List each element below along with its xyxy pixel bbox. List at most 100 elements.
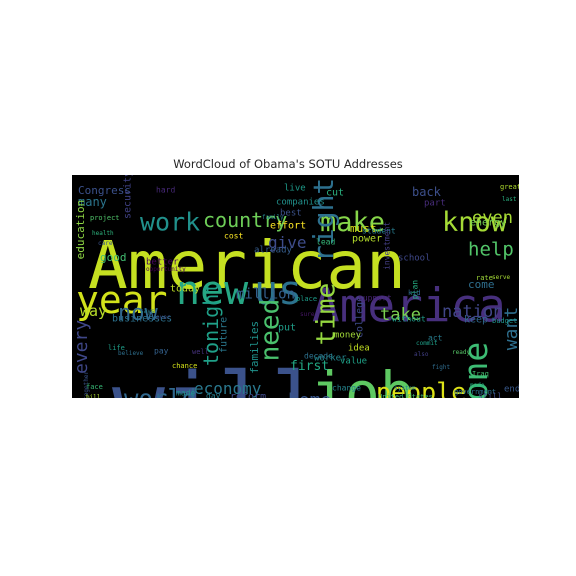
word-effort: effort xyxy=(270,220,306,231)
word-give: give xyxy=(268,233,307,252)
word-one: one xyxy=(456,342,495,398)
word-keep: keep xyxy=(464,314,488,325)
word-families: families xyxy=(248,321,261,374)
word-bill: bill xyxy=(86,394,101,398)
word-today: today xyxy=(170,283,200,294)
word-pay: pay xyxy=(154,347,169,356)
word-value: value xyxy=(340,357,367,367)
word-come: come xyxy=(468,278,495,291)
word-businesses: businesses xyxy=(112,313,172,324)
word-energy: energy xyxy=(470,217,506,228)
word-education: education xyxy=(74,200,87,260)
word-great: great xyxy=(500,183,519,191)
word-plan: plan xyxy=(411,280,420,299)
word-first: first xyxy=(290,359,329,374)
word-decade: decade xyxy=(304,352,333,361)
word-right: right xyxy=(307,178,340,262)
word-school: school xyxy=(398,254,431,264)
word-place: place xyxy=(296,295,317,303)
word-rate: rate xyxy=(476,274,493,282)
word-million: million xyxy=(236,287,295,303)
word-work: work xyxy=(140,207,200,236)
word-made: made xyxy=(470,382,485,389)
word-part: part xyxy=(424,199,446,209)
word-change: change xyxy=(332,384,361,393)
word-health: health xyxy=(92,230,114,237)
word-tonight: tonight xyxy=(199,282,223,366)
word-ready: ready xyxy=(452,349,470,356)
word-made: made xyxy=(176,389,195,398)
word-make: make xyxy=(320,207,385,238)
word-hard: hard xyxy=(156,186,175,195)
word-good: good xyxy=(100,251,127,264)
word-worker: worker xyxy=(314,354,347,364)
word-already: already xyxy=(254,246,293,256)
word-future: future xyxy=(218,317,229,353)
word-want: want xyxy=(501,307,519,350)
word-take: take xyxy=(380,305,421,325)
word-world: world xyxy=(124,385,196,398)
word-many: many xyxy=(78,195,107,209)
word-help: help xyxy=(468,239,514,261)
word-student: student xyxy=(362,227,396,236)
word-kid: kid xyxy=(408,289,421,297)
word-cost: cost xyxy=(224,232,243,241)
word-fight: fight xyxy=(432,364,450,371)
word-college: college xyxy=(354,296,365,338)
word-serve: serve xyxy=(492,274,510,281)
word-american: American xyxy=(88,227,406,304)
word-best: best xyxy=(280,209,302,219)
word-money: money xyxy=(334,331,362,341)
word-opportunity: opportunity xyxy=(146,266,186,273)
word-ever: ever xyxy=(156,314,171,321)
word-back: back xyxy=(412,185,442,199)
word-says: says xyxy=(140,308,155,315)
word-face: face xyxy=(86,383,103,391)
word-will: will xyxy=(112,354,324,398)
word-home: home xyxy=(288,390,331,398)
word-family: family xyxy=(262,214,284,221)
word-new: new xyxy=(176,268,249,314)
word-put: put xyxy=(278,322,296,333)
word-job: job xyxy=(310,359,415,398)
word-end: end xyxy=(504,385,519,395)
word-way: way xyxy=(80,302,107,320)
word-people: people xyxy=(376,377,466,398)
word-without: without xyxy=(392,315,426,324)
word-also: also xyxy=(414,351,429,358)
word-still: still xyxy=(478,392,502,398)
word-security: security xyxy=(122,175,133,219)
word-care: care xyxy=(98,240,113,247)
word-day: day xyxy=(206,392,221,398)
word-companies: companies xyxy=(276,198,325,208)
word-cut: cut xyxy=(326,187,344,198)
word-now: now xyxy=(118,301,158,326)
word-system: system xyxy=(394,385,416,392)
word-year: year xyxy=(76,278,168,322)
word-time: time xyxy=(311,283,341,346)
word-act: act xyxy=(428,334,443,343)
word-reform: reform xyxy=(230,391,266,398)
word-know: know xyxy=(442,207,508,238)
word-united-states: United States xyxy=(378,393,433,398)
word-us: us xyxy=(254,268,302,314)
word-well: well xyxy=(192,348,209,356)
word-need: need xyxy=(255,299,285,362)
word-every: every xyxy=(72,320,92,374)
word-even: even xyxy=(472,208,513,228)
word-commit: commit xyxy=(416,340,438,347)
word-iraq: Iraq xyxy=(472,370,489,378)
word-economy: economy xyxy=(194,379,262,398)
word-project: project xyxy=(90,214,120,222)
word-power: power xyxy=(352,233,382,244)
word-investment: investment xyxy=(383,222,392,270)
word-government: government xyxy=(454,388,496,396)
word-lead: lead xyxy=(316,238,335,247)
word-together: together xyxy=(83,371,90,398)
word-life: life xyxy=(108,344,125,352)
word-sure: sure xyxy=(300,311,315,318)
word-country: country xyxy=(203,208,287,232)
chart-title: WordCloud of Obama's SOTU Addresses xyxy=(173,157,403,171)
